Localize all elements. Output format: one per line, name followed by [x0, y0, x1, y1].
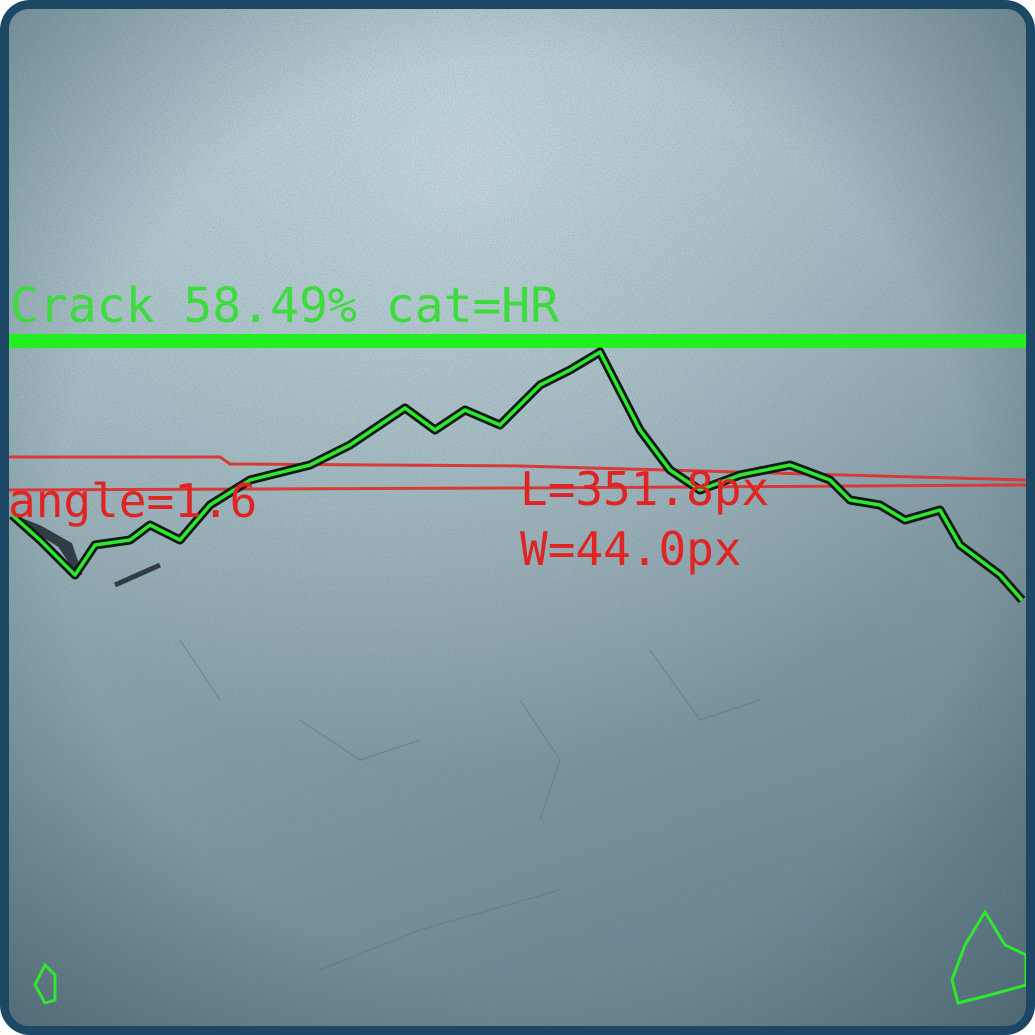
width-label: W=44.0px	[520, 522, 742, 576]
detection-label: Crack 58.49% cat=HR	[10, 278, 559, 334]
length-label: L=351.8px	[520, 462, 769, 516]
small-contour	[950, 909, 1026, 1005]
crack-shadow	[18, 517, 162, 588]
image: Crack 58.49% cat=HR angle=1.6 L=351.8px …	[8, 9, 1026, 1026]
angle-label: angle=1.6	[8, 474, 257, 528]
small-contour	[33, 962, 57, 1005]
surface-cracks	[179, 639, 761, 971]
crack-contour	[10, 350, 1024, 602]
red-line	[9, 455, 1026, 482]
red-line	[9, 483, 1026, 492]
vignette	[9, 9, 1026, 1026]
